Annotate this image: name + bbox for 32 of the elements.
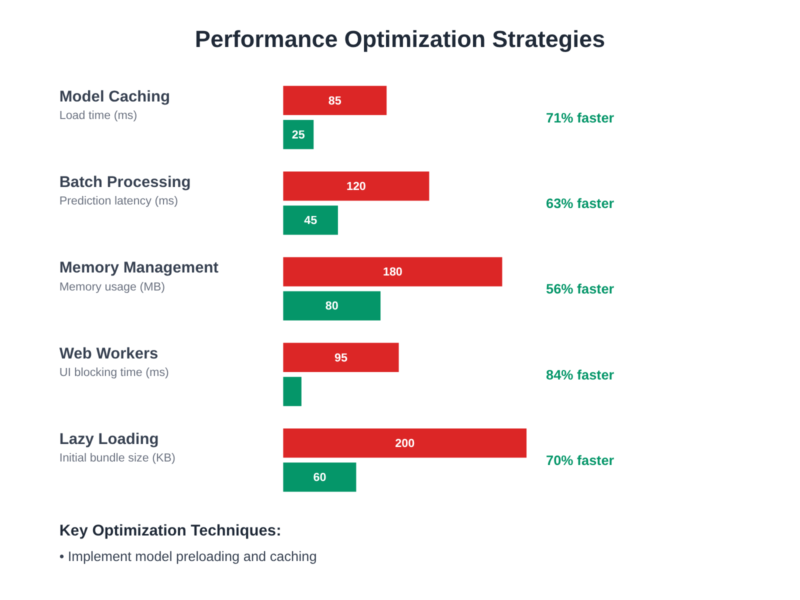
text: 84% faster [546,367,615,382]
bar [283,206,338,235]
bar [283,172,430,201]
data-label: 80 [325,300,339,313]
y-tick-label: Model Caching Load time (ms) [59,88,170,122]
data-label: 200 [395,436,416,450]
data-label: 60 [313,471,327,484]
text: 71% faster [546,110,615,126]
bar [283,342,399,372]
text: 70% faster [546,452,615,468]
data-label: 120 [346,180,366,194]
bar [283,86,387,116]
data-label: 25 [292,128,306,142]
bar [283,462,356,492]
text: • Implement model preloading and caching [59,548,317,564]
text: Key Optimization Techniques: [59,522,282,540]
bar [283,257,502,286]
bar [283,120,314,150]
data-label: 45 [304,214,318,228]
y-tick-label: Web Workers UI blocking time (ms) [59,345,170,379]
bar [283,428,527,458]
text: 56% faster [546,282,615,297]
y-tick-label: Lazy Loading Initial bundle size (KB) [59,431,176,465]
text: 63% faster [546,196,615,212]
data-label: 180 [382,266,403,279]
y-tick-label: Memory Management Memory usage (MB) [59,260,218,294]
chart-title: Performance Optimization Strategies [194,26,606,52]
data-label: 85 [328,94,342,108]
y-tick-label: Batch Processing Prediction latency (ms) [59,174,191,208]
data-label: 95 [334,351,348,364]
bar [283,376,302,406]
bar [283,291,381,320]
